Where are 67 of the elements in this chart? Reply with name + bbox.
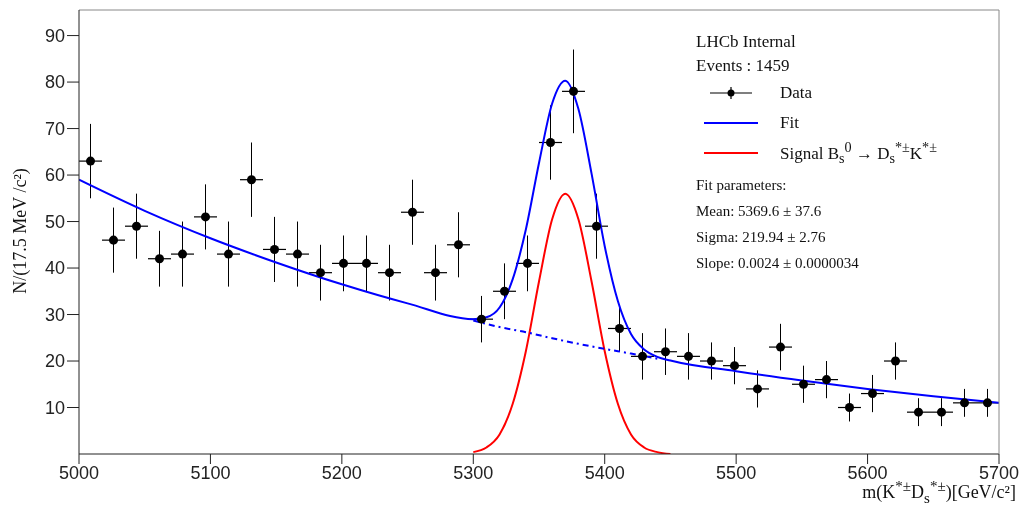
legend-label: Signal B$_{s}$$^{0}$ → D$_{s}$$^{*±}$K$^{*±}$ <box>780 138 937 169</box>
annotation: Mean: 5369.6 ± 37.6 <box>696 203 822 219</box>
point <box>660 347 671 357</box>
point <box>108 235 119 245</box>
legend-label: Fit <box>780 112 799 134</box>
point <box>315 268 326 278</box>
x-tick-label: 5100 <box>190 462 231 483</box>
point <box>476 314 487 324</box>
point <box>269 244 280 254</box>
point <box>936 407 947 417</box>
y-tick-label: 70 <box>44 118 65 139</box>
point <box>706 356 717 366</box>
legend-label: Data <box>780 82 813 104</box>
point <box>982 398 993 408</box>
annotation: Events : 1459 <box>696 56 790 75</box>
y-tick-label: 60 <box>44 165 65 186</box>
point <box>568 86 579 96</box>
y-axis-title: N/(17.5 MeV /c²) <box>10 168 31 294</box>
point <box>223 249 234 259</box>
point <box>177 249 188 259</box>
y-tick-label: 30 <box>44 304 65 325</box>
point <box>522 258 533 268</box>
point <box>453 240 464 250</box>
point <box>637 351 648 361</box>
line-series <box>79 79 999 404</box>
point <box>407 207 418 217</box>
line-series <box>472 319 659 360</box>
y-tick-label: 40 <box>44 258 65 279</box>
point <box>890 356 901 366</box>
point <box>545 138 556 148</box>
point <box>614 323 625 333</box>
annotation: Sigma: 219.94 ± 2.76 <box>696 229 826 245</box>
point <box>131 221 142 231</box>
x-tick-label: 5200 <box>321 462 362 483</box>
y-tick-label: 50 <box>44 211 65 232</box>
point <box>200 212 211 222</box>
point <box>798 379 809 389</box>
point <box>913 407 924 417</box>
point <box>775 342 786 352</box>
point <box>154 254 165 264</box>
point <box>430 268 441 278</box>
point <box>246 175 257 185</box>
x-tick-label: 5300 <box>453 462 494 483</box>
annotation: LHCb Internal <box>696 32 796 51</box>
point <box>729 361 740 371</box>
x-tick-label: 5000 <box>58 462 100 483</box>
y-tick-label: 90 <box>44 25 65 46</box>
point <box>867 389 878 399</box>
point <box>752 384 763 394</box>
point <box>821 375 832 385</box>
point <box>499 286 510 296</box>
x-tick-label: 5500 <box>716 462 757 483</box>
point <box>384 268 395 278</box>
point <box>844 403 855 413</box>
annotation: Slope: 0.0024 ± 0.0000034 <box>696 255 859 271</box>
y-tick-label: 10 <box>44 397 65 418</box>
point <box>959 398 970 408</box>
annotation: Fit parameters: <box>696 177 787 193</box>
point <box>85 156 96 166</box>
point <box>292 249 303 259</box>
y-tick-label: 80 <box>44 72 65 93</box>
point <box>338 258 349 268</box>
point <box>361 258 372 268</box>
y-tick-label: 20 <box>44 351 65 372</box>
x-tick-label: 5400 <box>584 462 625 483</box>
point <box>683 351 694 361</box>
point <box>591 221 602 231</box>
